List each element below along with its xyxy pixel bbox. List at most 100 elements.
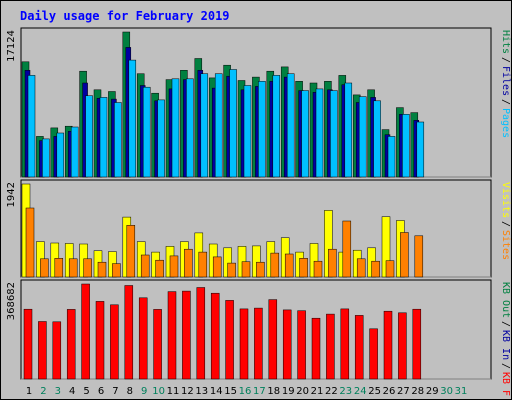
x-tick-label-9: 9 [141, 386, 147, 397]
panel-top-axis-label-hits: Hits [500, 30, 511, 54]
bar-pages-day-16 [243, 85, 252, 178]
panel-middle-ymax-label: 1942 [6, 182, 17, 207]
bar-sites-day-15 [227, 262, 236, 278]
x-tick-label-27: 27 [397, 386, 410, 397]
panel-middle-axis-label-visits: Visits [500, 182, 511, 218]
x-tick-label-13: 13 [195, 386, 208, 397]
bar-sites-day-20 [299, 258, 308, 278]
bar-kb-f-day-12 [182, 290, 191, 380]
x-tick-label-24: 24 [354, 386, 367, 397]
bar-sites-day-28 [414, 235, 424, 278]
x-tick-label-28: 28 [411, 386, 424, 397]
bar-sites-day-17 [256, 261, 265, 278]
x-tick-label-18: 18 [267, 386, 280, 397]
bar-sites-day-3 [54, 258, 64, 278]
bar-pages-day-23 [344, 82, 353, 178]
bar-pages-day-22 [330, 90, 338, 178]
bar-kb-f-day-18 [268, 299, 278, 380]
x-tick-label-22: 22 [325, 386, 338, 397]
bar-sites-day-23 [342, 220, 352, 278]
bar-pages-day-17 [258, 81, 266, 178]
bar-pages-day-19 [286, 73, 295, 178]
bar-kb-f-day-21 [311, 317, 321, 380]
x-tick-label-29: 29 [426, 386, 439, 397]
panel-bottom-ymax-label: 368682 [6, 282, 17, 320]
x-tick-label-15: 15 [224, 386, 237, 397]
x-tick-label-20: 20 [296, 386, 309, 397]
bar-kb-f-day-10 [153, 309, 162, 380]
bar-pages-day-18 [272, 75, 281, 178]
bar-kb-f-day-19 [282, 309, 292, 380]
panel-top-axis-label-files: Files [500, 66, 511, 96]
panel-middle-axis-label-sites: Sites [500, 230, 511, 260]
bar-pages-day-3 [56, 132, 65, 178]
x-tick-label-17: 17 [253, 386, 266, 397]
bar-pages-day-6 [99, 97, 108, 178]
bar-kb-f-day-25 [369, 328, 378, 380]
x-tick-label-19: 19 [282, 386, 295, 397]
x-tick-label-1: 1 [26, 386, 32, 397]
x-tick-label-23: 23 [339, 386, 352, 397]
x-tick-label-5: 5 [83, 386, 89, 397]
bar-kb-f-day-7 [110, 304, 119, 380]
bar-sites-day-5 [83, 258, 92, 278]
bar-pages-day-8 [128, 59, 137, 178]
bar-pages-day-13 [200, 73, 209, 178]
bar-pages-day-1 [27, 75, 36, 178]
panel-middle-separator: / [500, 221, 511, 227]
bar-sites-day-22 [328, 248, 337, 278]
bar-kb-f-day-23 [340, 308, 350, 380]
x-tick-label-4: 4 [69, 386, 75, 397]
bar-pages-day-24 [358, 96, 367, 178]
bar-pages-day-12 [186, 78, 194, 178]
bar-pages-day-27 [402, 114, 410, 178]
bar-kb-f-day-8 [124, 285, 134, 380]
bar-sites-day-10 [155, 259, 164, 278]
x-tick-label-25: 25 [368, 386, 381, 397]
bar-sites-day-13 [198, 251, 208, 278]
bar-sites-day-25 [371, 260, 380, 278]
bar-pages-day-4 [70, 126, 79, 178]
bar-kb-f-day-5 [81, 283, 90, 380]
bar-kb-f-day-3 [52, 321, 62, 380]
bar-sites-day-6 [97, 261, 107, 278]
bar-kb-f-day-27 [398, 312, 407, 380]
bar-kb-f-day-2 [38, 321, 47, 380]
bar-kb-f-day-14 [210, 292, 220, 380]
bar-sites-day-19 [284, 253, 294, 278]
x-tick-label-3: 3 [55, 386, 61, 397]
bar-kb-f-day-28 [412, 308, 422, 380]
bar-kb-f-day-9 [138, 297, 148, 380]
bar-sites-day-7 [112, 263, 121, 278]
bar-pages-day-2 [42, 138, 50, 178]
panel-top-axis-label-pages: Pages [500, 108, 511, 138]
x-tick-label-8: 8 [127, 386, 133, 397]
bar-sites-day-26 [385, 260, 395, 278]
x-tick-label-30: 30 [440, 386, 453, 397]
bar-sites-day-16 [241, 261, 251, 278]
x-tick-label-26: 26 [383, 386, 396, 397]
bar-pages-day-9 [142, 86, 151, 178]
x-tick-label-16: 16 [239, 386, 252, 397]
panel-bottom-axis-label-kb-out: KB Out [500, 282, 511, 318]
bar-sites-day-2 [40, 258, 49, 278]
bar-pages-day-25 [373, 100, 381, 178]
bar-kb-f-day-15 [225, 300, 234, 380]
bar-pages-day-7 [114, 102, 122, 178]
bar-sites-day-21 [313, 260, 323, 278]
x-tick-label-7: 7 [112, 386, 118, 397]
x-tick-label-11: 11 [167, 386, 180, 397]
bar-sites-day-1 [25, 207, 35, 278]
x-tick-label-21: 21 [311, 386, 324, 397]
bar-kb-f-day-4 [66, 309, 76, 380]
panel-top-ymax-label: 17124 [6, 30, 17, 62]
bar-kb-f-day-20 [297, 310, 306, 380]
chart-title: Daily usage for February 2019 [20, 9, 230, 23]
panel-top-separator: / [500, 57, 511, 63]
bar-pages-day-15 [229, 69, 237, 178]
bar-pages-day-20 [301, 90, 309, 178]
panel-top-separator: / [500, 99, 511, 105]
bar-kb-f-day-1 [23, 308, 33, 380]
